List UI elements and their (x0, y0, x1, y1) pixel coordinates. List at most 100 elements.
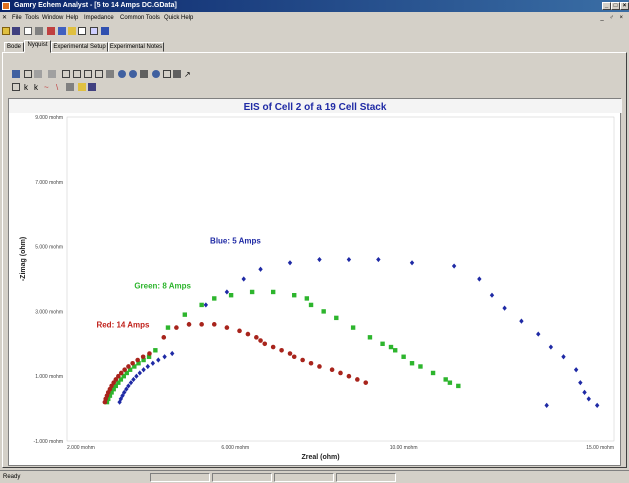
line-icon[interactable]: \ (56, 83, 59, 92)
close-button[interactable]: × (620, 2, 629, 10)
data-point-red (130, 360, 135, 366)
data-point-green (199, 302, 204, 308)
axis-icon[interactable] (24, 70, 32, 78)
data-point-green (124, 370, 129, 376)
data-point-green (165, 325, 171, 330)
chart-title: EIS of Cell 2 of a 19 Cell Stack (244, 102, 387, 113)
data-point-red (199, 322, 204, 327)
save-data-icon[interactable] (88, 83, 96, 91)
menu-bar: ✕ File Tools Window Help Impedance Commo… (0, 13, 629, 24)
rows-icon[interactable] (95, 70, 103, 78)
save-icon[interactable] (12, 27, 20, 35)
copy-icon[interactable] (58, 27, 66, 35)
data-point-red (308, 360, 314, 366)
data-point-green (106, 396, 111, 402)
curve-icon[interactable]: ~ (44, 83, 49, 92)
data-point-blue (120, 393, 125, 399)
open-data-icon[interactable] (78, 83, 86, 91)
data-point-red (317, 364, 322, 369)
cut-icon[interactable] (47, 27, 55, 35)
data-point-green (132, 364, 137, 369)
data-point-blue (124, 386, 129, 392)
chart-icon[interactable] (24, 27, 32, 35)
data-point-green (401, 354, 406, 359)
data-point-green (430, 370, 436, 376)
data-point-red (161, 335, 167, 340)
x-tick-label: 15.00 mohm (586, 445, 614, 451)
data-point-blue (141, 367, 146, 373)
data-point-blue (287, 260, 293, 266)
open-folder-icon[interactable] (2, 27, 10, 35)
maximize-button[interactable]: □ (611, 2, 620, 10)
series-annotation: Blue: 5 Amps (210, 236, 261, 245)
data-point-green (228, 293, 234, 298)
data-point-red (113, 377, 119, 382)
menu-quick-help[interactable]: Quick Help (164, 15, 194, 21)
tool-icon[interactable] (106, 70, 114, 78)
data-point-green (321, 309, 326, 314)
data-point-red (147, 351, 152, 356)
menu-file[interactable]: File (12, 15, 22, 21)
tab-experimental-notes[interactable]: Experimental Notes (108, 42, 164, 52)
data-point-green (212, 296, 217, 301)
data-point-green (111, 386, 116, 392)
data-point-red (245, 331, 251, 337)
data-point-green (249, 289, 255, 295)
data-point-green (380, 341, 385, 346)
cursor-icon[interactable] (12, 70, 20, 78)
dropdown-icon-2[interactable] (48, 70, 56, 78)
magnify-icon[interactable] (152, 70, 160, 78)
data-point-green (350, 325, 356, 330)
grid-icon[interactable] (62, 70, 70, 78)
fit-icon[interactable]: k (24, 83, 28, 92)
data-point-blue (346, 256, 352, 263)
data-point-blue (477, 276, 482, 282)
window-icon[interactable] (78, 27, 86, 35)
data-point-red (126, 364, 131, 369)
select-icon[interactable] (163, 70, 171, 78)
pan-icon[interactable] (140, 70, 148, 78)
nyquist-chart: EIS of Cell 2 of a 19 Cell Stack 9.000 mo… (9, 99, 622, 461)
table-icon[interactable] (73, 70, 81, 78)
data-point-green (127, 367, 133, 372)
layers-icon[interactable] (12, 83, 20, 91)
mdi-window-controls[interactable]: _ ♂ × (600, 15, 625, 21)
y-tick-label: 9.000 mohm (35, 115, 63, 121)
y-tick-label: -1.000 mohm (34, 439, 63, 445)
data-point-blue (128, 380, 134, 386)
linear-fit-icon[interactable]: k (34, 83, 38, 92)
y-tick-label: 1.000 mohm (35, 374, 63, 380)
help-icon[interactable] (101, 27, 109, 35)
document-menu-icon[interactable]: ✕ (2, 15, 8, 21)
data-point-green (443, 377, 448, 382)
paste-icon[interactable] (68, 27, 76, 35)
minimize-button[interactable]: _ (602, 2, 611, 10)
data-point-blue (241, 276, 246, 282)
tab-bode[interactable]: Bode (4, 42, 24, 52)
blank-icon[interactable] (66, 83, 74, 91)
layout-icon[interactable] (90, 27, 98, 35)
data-point-blue (582, 389, 587, 395)
menu-window[interactable]: Window (42, 15, 64, 21)
data-point-red (122, 367, 127, 373)
data-point-green (292, 293, 297, 298)
y-tick-label: 3.000 mohm (35, 309, 63, 315)
columns-icon[interactable] (84, 70, 92, 78)
dropdown-icon[interactable] (34, 70, 42, 78)
data-point-green (107, 393, 113, 398)
menu-impedance[interactable]: Impedance (84, 15, 114, 21)
menu-help[interactable]: Help (66, 15, 79, 21)
data-point-blue (122, 389, 127, 395)
zoom-out-icon[interactable] (129, 70, 137, 78)
data-point-green (367, 335, 373, 340)
data-point-red (224, 325, 230, 330)
print-icon[interactable] (35, 27, 43, 35)
tab-nyquist[interactable]: Nyquist (24, 40, 51, 53)
print-chart-icon[interactable] (173, 70, 181, 78)
menu-tools[interactable]: Tools (25, 15, 40, 21)
zoom-icon[interactable] (118, 70, 126, 78)
menu-common-tools[interactable]: Common Tools (120, 15, 160, 21)
tab-experimental-setup[interactable]: Experimental Setup (51, 42, 108, 52)
arrow-icon[interactable]: ↗ (184, 70, 191, 79)
data-point-green (141, 357, 146, 363)
